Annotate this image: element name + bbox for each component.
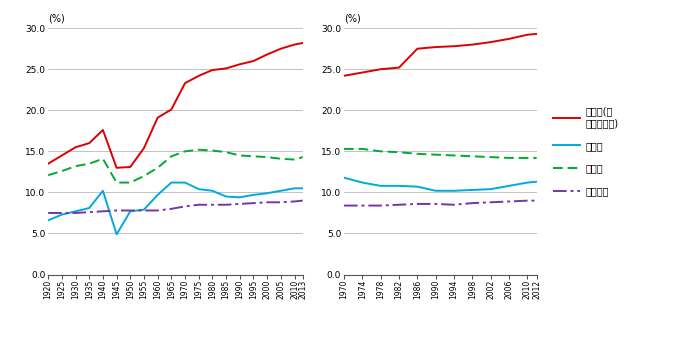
Text: (%): (%) bbox=[344, 13, 361, 23]
Legend: 首都圈(東
京都を含む), 東京都, 大阪圈, 名古屋圈: 首都圈(東 京都を含む), 東京都, 大阪圈, 名古屋圈 bbox=[553, 107, 619, 196]
Text: (%): (%) bbox=[48, 13, 65, 23]
